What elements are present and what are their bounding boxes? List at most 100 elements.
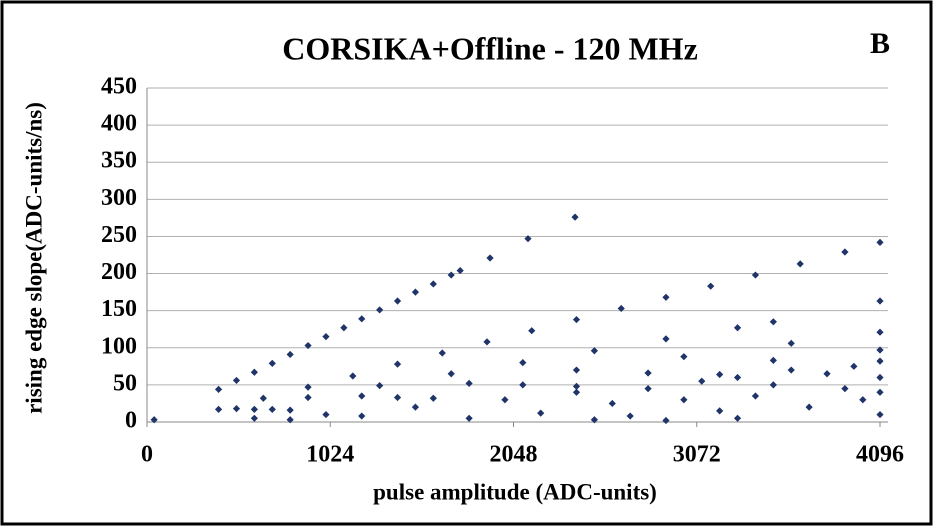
point [259,394,267,402]
point [707,282,715,290]
point [537,409,545,417]
point [429,394,437,402]
point [590,416,598,424]
point [769,381,777,389]
point [214,405,223,413]
point [572,382,581,390]
point [250,405,258,413]
y-tick-label: 400 [101,111,137,137]
point [626,412,634,420]
point [528,327,536,335]
point [349,372,357,380]
point [232,376,241,385]
point [787,366,795,374]
point [465,379,473,388]
point [250,368,258,376]
point [519,381,527,389]
point [662,335,670,343]
x-tick-label: 2048 [490,442,538,468]
point [286,406,294,414]
point [859,396,867,404]
point [214,385,223,393]
point [876,238,884,246]
point [447,271,455,279]
x-axis-label: pulse amplitude (ADC-units) [373,479,657,504]
point [590,347,598,355]
point [304,393,312,402]
y-tick-label: 450 [101,74,137,100]
point [733,324,742,332]
point [571,213,579,221]
point [268,405,276,413]
point [524,235,532,243]
y-tick-label: 100 [101,333,137,359]
point [769,318,777,326]
point [805,403,813,411]
x-tick-label: 4096 [856,442,904,468]
point [698,377,706,385]
y-tick-label: 200 [101,259,137,285]
point [447,370,455,378]
point [733,373,742,382]
point [644,369,652,377]
point [393,297,402,305]
point [876,357,884,365]
point [340,324,348,332]
point [486,254,494,262]
point [358,315,366,323]
y-tick-label: 0 [125,408,137,434]
point [411,403,420,411]
point [823,370,831,378]
point [322,333,330,341]
point [232,405,241,413]
point [268,359,276,367]
point [376,382,384,390]
point [304,341,312,350]
y-tick-label: 150 [101,296,137,322]
point [358,412,366,420]
point [796,260,804,268]
point [465,414,473,422]
point [841,248,849,256]
point [438,349,446,357]
point [393,393,402,402]
point [876,297,884,305]
point [376,306,384,314]
point [322,410,330,419]
point [680,396,688,404]
point [876,328,884,336]
point [250,414,258,422]
y-tick-label: 300 [101,185,137,211]
point [787,339,795,347]
point [680,353,688,361]
point [572,315,581,324]
point [150,416,158,424]
point [393,360,402,368]
chart-title: CORSIKA+Offline - 120 MHz [282,30,698,66]
point [850,362,858,370]
point [286,350,294,359]
point [769,356,777,364]
point [662,293,670,301]
point [644,385,652,393]
point [304,383,312,391]
point [841,385,849,393]
point [876,410,884,419]
point [429,280,437,288]
point [716,370,724,379]
point [751,271,760,279]
point [572,388,581,396]
point [483,338,491,346]
y-tick-label: 350 [101,148,137,174]
x-tick-label: 0 [141,442,153,468]
point [456,266,464,275]
point [876,373,884,382]
point [572,366,581,374]
point [411,288,420,296]
point [617,304,625,313]
y-tick-label: 250 [101,222,137,248]
point [733,414,742,422]
point [608,399,616,408]
